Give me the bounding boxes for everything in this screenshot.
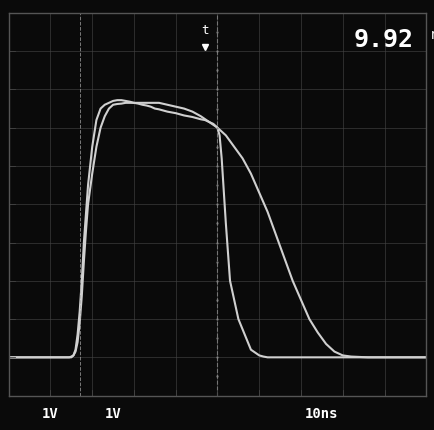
- Text: 1V: 1V: [42, 407, 59, 421]
- Text: 9.92: 9.92: [353, 28, 413, 52]
- Text: t: t: [201, 25, 208, 37]
- Text: 10ns: 10ns: [304, 407, 338, 421]
- Text: 1V: 1V: [105, 407, 121, 421]
- Text: ns: ns: [413, 28, 434, 42]
